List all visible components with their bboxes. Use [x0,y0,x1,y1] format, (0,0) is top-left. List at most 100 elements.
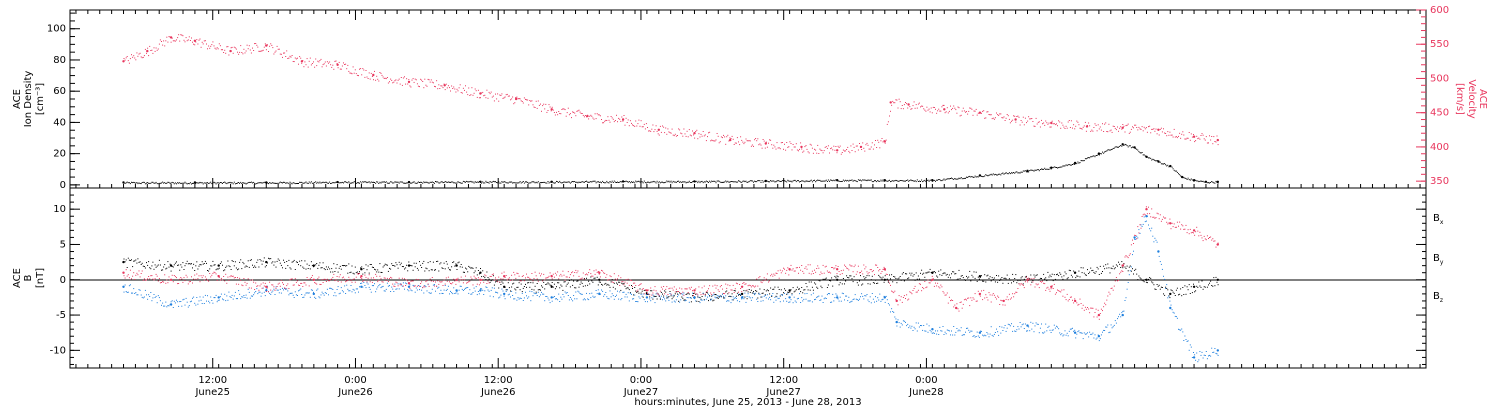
bx-series-sample [1206,286,1208,288]
by-series-sample [231,294,233,296]
bx-series-sample [861,284,863,286]
bz-series-sample [761,282,763,284]
by-series-sample [911,325,913,327]
bx-series-sample [179,269,181,271]
velocity-series-sample [182,35,184,37]
by-series-sample [292,294,294,296]
density-series-sample [518,182,520,184]
velocity-series-sample [386,77,388,78]
bz-series-sample [549,272,551,274]
by-series-sample [1200,354,1202,356]
density-series-sample [900,180,902,181]
density-series-sample [267,182,268,184]
density-series-sample [681,182,683,183]
by-series-sample [702,292,704,294]
density-series-sample [953,179,955,180]
density-series-sample [1202,180,1204,182]
density-series-sample [972,176,974,178]
bx-series-sample [1091,270,1093,272]
velocity-series-sample [399,83,401,85]
bx-series-sample [1084,274,1086,276]
bx-series-sample [489,281,491,283]
by-series-sample [561,298,563,300]
by-series-sample [796,298,798,300]
density-series-sample [635,180,637,182]
density-series-sample [807,180,809,182]
by-series-sample [486,287,488,288]
by-series-sample [1085,333,1087,335]
density-series-sample [1199,180,1201,182]
bx-series-sample [340,268,342,270]
by-series-sample [1197,361,1199,363]
bx-series-sample [1030,274,1032,276]
bz-series-sample [482,279,484,280]
bx-series-sample [1063,275,1065,277]
density-series-sample [406,182,408,184]
density-series-sample [855,180,857,182]
by-series-sample [259,291,261,293]
by-series-sample [1215,352,1217,354]
bx-series-sample [1079,276,1081,278]
by-series-sample [531,291,533,293]
density-series-sample [876,181,878,183]
density-series-sample [918,180,920,182]
density-series-sample [692,181,693,183]
bx-series-sample [288,259,290,261]
density-series-sample [459,182,461,184]
bz-series-sample [693,295,694,296]
bz-series-sample [136,272,138,274]
bx-series-sample [596,276,598,278]
velocity-series-sample [247,48,249,50]
density-series-sample [482,181,484,183]
by-series-sample [137,294,139,296]
bx-series-sample [1134,269,1136,271]
by-series-sample [493,287,495,289]
by-series-point [1121,313,1124,317]
by-series-sample [801,297,803,299]
velocity-series-sample [802,151,804,153]
velocity-series-sample [1175,136,1177,138]
bx-series-sample [332,271,334,273]
density-series-sample [726,181,728,183]
bz-series-sample [520,280,522,282]
bx-series-sample [1195,290,1197,292]
bx-series-sample [1050,276,1052,278]
density-series-sample [941,180,943,182]
velocity-series-sample [235,48,237,50]
by-series-sample [740,293,742,295]
density-series-sample [238,182,240,183]
by-series-sample [1024,323,1026,325]
bx-series-sample [167,261,169,263]
bx-series-sample [678,300,680,302]
bx-series-sample [801,287,803,288]
bz-series-sample [285,288,287,290]
bx-series-sample [1142,280,1144,282]
bx-series-sample [659,298,661,300]
by-series-sample [952,334,954,336]
bz-series-sample [358,273,359,275]
by-series-sample [1138,229,1140,231]
bx-series-sample [739,293,741,295]
bx-series-sample [933,271,935,273]
velocity-series-sample [976,114,978,116]
by-series-sample [1110,324,1112,326]
velocity-series-sample [351,73,353,75]
density-series-sample [274,182,276,184]
bx-series-sample [385,264,387,266]
density-series-sample [860,179,861,181]
density-series-sample [1046,168,1048,170]
bz-series-sample [377,281,379,283]
density-series-sample [1155,160,1157,162]
bz-series-sample [485,275,487,277]
density-series-sample [659,182,661,184]
velocity-series-sample [493,100,495,102]
density-series-sample [1036,169,1038,171]
bz-series-sample [867,273,869,275]
bx-series-sample [519,289,521,291]
bx-series-sample [892,281,894,283]
by-series-sample [513,298,515,300]
bz-series-sample [366,281,368,283]
bx-series-sample [580,281,582,283]
velocity-series-sample [1142,130,1144,132]
density-series-sample [683,181,685,183]
